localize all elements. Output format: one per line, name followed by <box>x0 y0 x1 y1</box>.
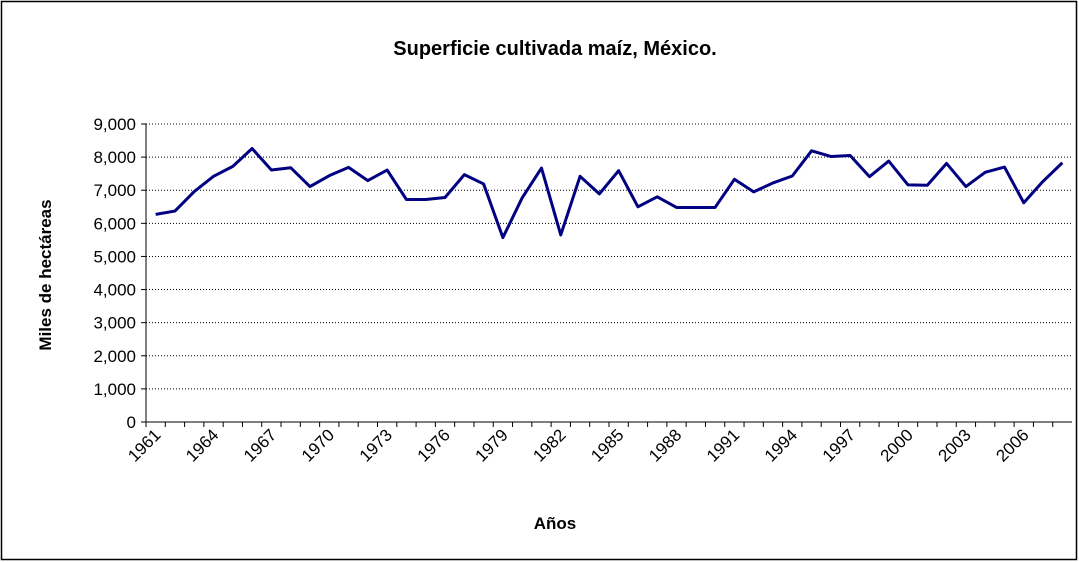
y-tick-label: 2,000 <box>93 347 136 366</box>
y-tick-label: 4,000 <box>93 281 136 300</box>
y-tick-label: 0 <box>127 413 136 432</box>
y-tick-label: 7,000 <box>93 181 136 200</box>
x-axis-title: Años <box>534 514 577 533</box>
y-tick-label: 5,000 <box>93 247 136 266</box>
y-tick-label: 9,000 <box>93 115 136 134</box>
y-axis-title: Miles de hectáreas <box>36 199 55 350</box>
y-tick-label: 8,000 <box>93 148 136 167</box>
data-line <box>155 147 1064 240</box>
y-tick-label: 3,000 <box>93 314 136 333</box>
y-tick-label: 1,000 <box>93 380 136 399</box>
y-tick-label: 6,000 <box>93 214 136 233</box>
chart-title: Superficie cultivada maíz, México. <box>393 38 716 60</box>
